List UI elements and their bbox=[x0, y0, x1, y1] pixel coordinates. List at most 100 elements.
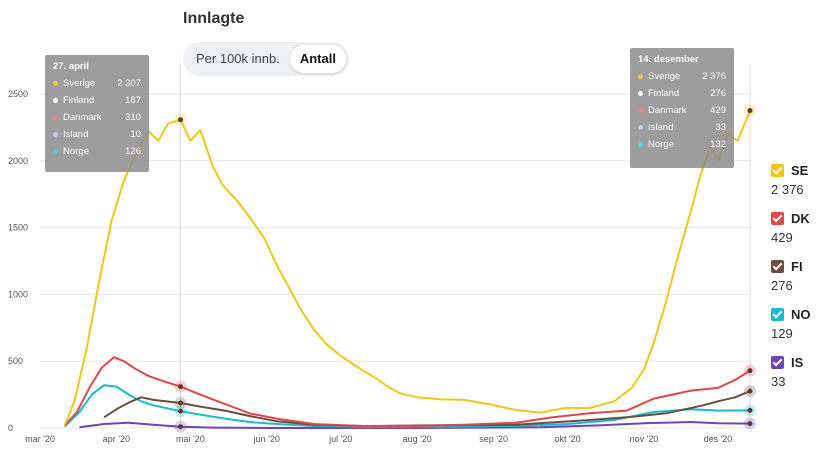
x-tick-label: mar '20 bbox=[25, 434, 55, 444]
chart-title: Innlagte bbox=[183, 10, 245, 27]
y-tick-label: 500 bbox=[8, 356, 23, 366]
checkbox-icon[interactable] bbox=[771, 307, 784, 321]
legend-value: 33 bbox=[771, 374, 786, 389]
toggle-per-100k[interactable]: Per 100k innb. bbox=[196, 51, 280, 66]
tooltip-series-name: Sverige bbox=[63, 78, 96, 89]
checkbox-icon[interactable] bbox=[771, 355, 784, 369]
series-line-island bbox=[79, 421, 751, 429]
tooltip-row: Island 10 bbox=[53, 126, 141, 143]
legend-value: 276 bbox=[771, 278, 793, 293]
series-dot bbox=[638, 74, 643, 79]
tooltip-series-name: Norge bbox=[63, 146, 89, 157]
tooltip-series-name: Danmark bbox=[648, 105, 687, 116]
legend-code: SE bbox=[791, 162, 809, 178]
tooltip-series-name: Danmark bbox=[63, 112, 102, 123]
y-tick-label: 2500 bbox=[8, 89, 28, 99]
highlight-point bbox=[178, 400, 184, 406]
highlight-point bbox=[747, 407, 753, 413]
x-tick-label: jul '20 bbox=[328, 434, 352, 444]
legend-code: NO bbox=[791, 306, 811, 322]
highlight-point bbox=[178, 117, 184, 123]
legend-value: 429 bbox=[771, 230, 793, 245]
tooltip-series-name: Norge bbox=[648, 139, 674, 150]
series-line-danmark bbox=[63, 356, 751, 427]
series-line-finland bbox=[103, 390, 751, 427]
highlight-point bbox=[178, 408, 184, 414]
highlight-point bbox=[747, 421, 753, 427]
x-tick-label: apr '20 bbox=[103, 434, 130, 444]
legend-item-fi[interactable]: FI 276 bbox=[771, 256, 811, 304]
series-dot bbox=[53, 81, 58, 86]
toggle-antall[interactable]: Antall bbox=[289, 45, 346, 73]
tooltip-series-value: 10 bbox=[130, 129, 141, 140]
tooltip-row: Norge 126 bbox=[53, 143, 141, 160]
checkbox-icon[interactable] bbox=[771, 163, 784, 177]
tooltip-series-value: 132 bbox=[710, 139, 726, 150]
tooltip-row: Sverige 2 376 bbox=[638, 68, 726, 85]
legend-code: DK bbox=[791, 210, 810, 226]
x-tick-label: sep '20 bbox=[479, 434, 508, 444]
y-tick-label: 0 bbox=[8, 423, 13, 433]
tooltip-series-name: Island bbox=[648, 122, 674, 133]
tooltip-row: Norge 132 bbox=[638, 136, 726, 153]
series-dot bbox=[53, 98, 58, 103]
tooltip-april: 27. april Sverige 2 307 Finland 187 Danm… bbox=[45, 55, 149, 172]
y-tick-label: 1500 bbox=[8, 223, 28, 233]
highlight-point bbox=[747, 388, 753, 394]
x-tick-label: nov '20 bbox=[630, 434, 659, 444]
legend-item-dk[interactable]: DK 429 bbox=[771, 208, 811, 256]
series-dot bbox=[638, 142, 643, 147]
tooltip-row: Finland 276 bbox=[638, 85, 726, 102]
legend-code: IS bbox=[791, 354, 804, 370]
tooltip-series-name: Island bbox=[63, 129, 89, 140]
unit-toggle: Per 100k innb. Antall bbox=[183, 42, 349, 76]
legend: SE 2 376 DK 429 FI 276 NO 129 IS 33 bbox=[771, 160, 811, 400]
tooltip-title: 14. desember bbox=[638, 54, 699, 65]
series-dot bbox=[53, 132, 58, 137]
x-tick-label: okt '20 bbox=[554, 434, 580, 444]
series-dot bbox=[53, 115, 58, 120]
x-tick-label: aug '20 bbox=[403, 434, 432, 444]
checkbox-icon[interactable] bbox=[771, 211, 784, 225]
tooltip-series-name: Finland bbox=[63, 95, 95, 106]
legend-item-se[interactable]: SE 2 376 bbox=[771, 160, 811, 208]
series-dot bbox=[53, 149, 58, 154]
series-line-norge bbox=[63, 384, 751, 428]
x-tick-label: des '20 bbox=[704, 434, 733, 444]
highlight-point bbox=[178, 424, 184, 430]
highlight-point bbox=[178, 384, 184, 390]
tooltip-december: 14. desember Sverige 2 376 Finland 276 D… bbox=[630, 48, 734, 168]
series-dot bbox=[638, 91, 643, 96]
tooltip-series-value: 2 376 bbox=[702, 71, 726, 82]
legend-code: FI bbox=[791, 258, 803, 274]
checkbox-icon[interactable] bbox=[771, 259, 784, 273]
legend-value: 129 bbox=[771, 326, 793, 341]
legend-value: 2 376 bbox=[771, 182, 804, 197]
y-tick-label: 2000 bbox=[8, 156, 28, 166]
series-dot bbox=[638, 125, 643, 130]
tooltip-series-value: 429 bbox=[710, 105, 726, 116]
x-tick-label: mai '20 bbox=[176, 434, 205, 444]
tooltip-row: Finland 187 bbox=[53, 92, 141, 109]
highlight-point bbox=[747, 368, 753, 374]
tooltip-title: 27. april bbox=[53, 61, 89, 72]
tooltip-row: Danmark 429 bbox=[638, 102, 726, 119]
x-tick-label: jun '20 bbox=[253, 434, 280, 444]
tooltip-series-value: 126 bbox=[125, 146, 141, 157]
highlight-point bbox=[747, 108, 753, 114]
tooltip-row: Island 33 bbox=[638, 119, 726, 136]
tooltip-row: Danmark 310 bbox=[53, 109, 141, 126]
tooltip-series-value: 310 bbox=[125, 112, 141, 123]
tooltip-row: Sverige 2 307 bbox=[53, 75, 141, 92]
legend-item-no[interactable]: NO 129 bbox=[771, 304, 811, 352]
tooltip-series-value: 33 bbox=[715, 122, 726, 133]
tooltip-series-name: Sverige bbox=[648, 71, 681, 82]
series-line-sverige bbox=[63, 110, 751, 426]
tooltip-series-value: 276 bbox=[710, 88, 726, 99]
tooltip-series-value: 2 307 bbox=[117, 78, 141, 89]
series-dot bbox=[638, 108, 643, 113]
legend-item-is[interactable]: IS 33 bbox=[771, 352, 811, 400]
tooltip-series-name: Finland bbox=[648, 88, 680, 99]
tooltip-series-value: 187 bbox=[125, 95, 141, 106]
